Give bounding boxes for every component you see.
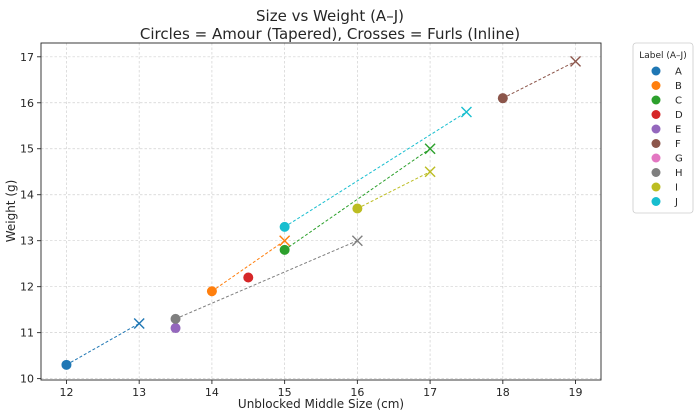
legend-swatch-b	[651, 81, 661, 90]
legend-label-h: H	[675, 168, 683, 179]
circle-point-b	[206, 286, 217, 297]
legend-label-d: D	[675, 110, 683, 121]
cross-point-c	[424, 143, 436, 155]
connector-line-h	[175, 240, 358, 320]
grid	[41, 43, 601, 380]
connector-line-b	[211, 240, 285, 292]
x-tick-label: 17	[423, 386, 437, 399]
legend-swatch-c	[651, 95, 661, 105]
y-tick-label: 12	[20, 281, 34, 294]
connector-line-f	[502, 60, 576, 99]
circle-point-i	[352, 203, 363, 214]
x-tick-label: 16	[350, 386, 364, 399]
legend-swatch-g	[651, 153, 661, 163]
data-markers	[61, 55, 582, 370]
y-tick-label: 11	[20, 327, 34, 340]
cross-point-f	[570, 55, 582, 67]
legend-frame	[632, 42, 694, 214]
y-tick-label: 14	[20, 189, 34, 202]
legend-swatch-h	[651, 168, 661, 177]
connector-line-j	[284, 111, 467, 228]
circle-point-h	[170, 313, 181, 324]
cross-point-j	[460, 106, 472, 118]
legend-label-b: B	[675, 81, 682, 92]
legend-swatch-a	[651, 66, 661, 76]
legend-label-e: E	[675, 125, 681, 136]
cross-point-a	[133, 317, 145, 329]
connector-line-a	[66, 323, 140, 366]
circle-point-a	[61, 359, 72, 370]
legend-swatch-e	[651, 124, 661, 134]
circle-point-e	[170, 323, 181, 334]
legend-label-j: J	[674, 197, 678, 208]
legend-label-g: G	[675, 154, 683, 165]
x-tick-label: 15	[278, 386, 292, 399]
legend-swatch-f	[651, 139, 661, 148]
y-tick-label: 13	[20, 235, 34, 248]
cross-point-h	[351, 235, 363, 247]
y-tick-label: 10	[20, 373, 34, 386]
cross-point-b	[279, 235, 291, 247]
legend-label-f: F	[675, 139, 681, 150]
circle-point-j	[279, 221, 290, 232]
chart-subtitle: Circles = Amour (Tapered), Crosses = Fur…	[140, 25, 520, 43]
connector-lines	[66, 60, 576, 366]
cross-point-i	[424, 166, 436, 178]
legend-label-a: A	[675, 67, 682, 78]
x-ticks: 12 13 14 15 16 17 18 19	[59, 380, 583, 399]
y-ticks: 10 11 12 13 14 15 16 17	[20, 51, 41, 386]
y-tick-label: 16	[20, 97, 34, 110]
legend-label-i: I	[675, 183, 678, 194]
chart-title: Size vs Weight (A–J)	[256, 7, 404, 25]
x-tick-label: 18	[496, 386, 510, 399]
x-axis-label: Unblocked Middle Size (cm)	[238, 397, 404, 411]
legend-label-c: C	[675, 96, 682, 107]
y-axis-label: Weight (g)	[4, 180, 18, 243]
circle-point-d	[243, 272, 254, 283]
circle-point-f	[497, 93, 508, 104]
legend-swatch-i	[651, 182, 661, 192]
x-tick-label: 14	[205, 386, 219, 399]
y-tick-label: 15	[20, 143, 34, 156]
legend-swatch-j	[651, 197, 661, 206]
x-tick-label: 12	[59, 386, 73, 399]
x-tick-label: 13	[132, 386, 146, 399]
connector-line-c	[284, 148, 431, 251]
legend-swatch-d	[651, 110, 661, 119]
plot-frame	[40, 42, 602, 381]
axes	[40, 42, 602, 381]
connector-line-i	[357, 171, 431, 209]
x-tick-label: 19	[569, 386, 583, 399]
circle-point-c	[279, 244, 290, 255]
legend-title: Label (A–J)	[639, 51, 686, 61]
y-tick-label: 17	[20, 51, 34, 64]
